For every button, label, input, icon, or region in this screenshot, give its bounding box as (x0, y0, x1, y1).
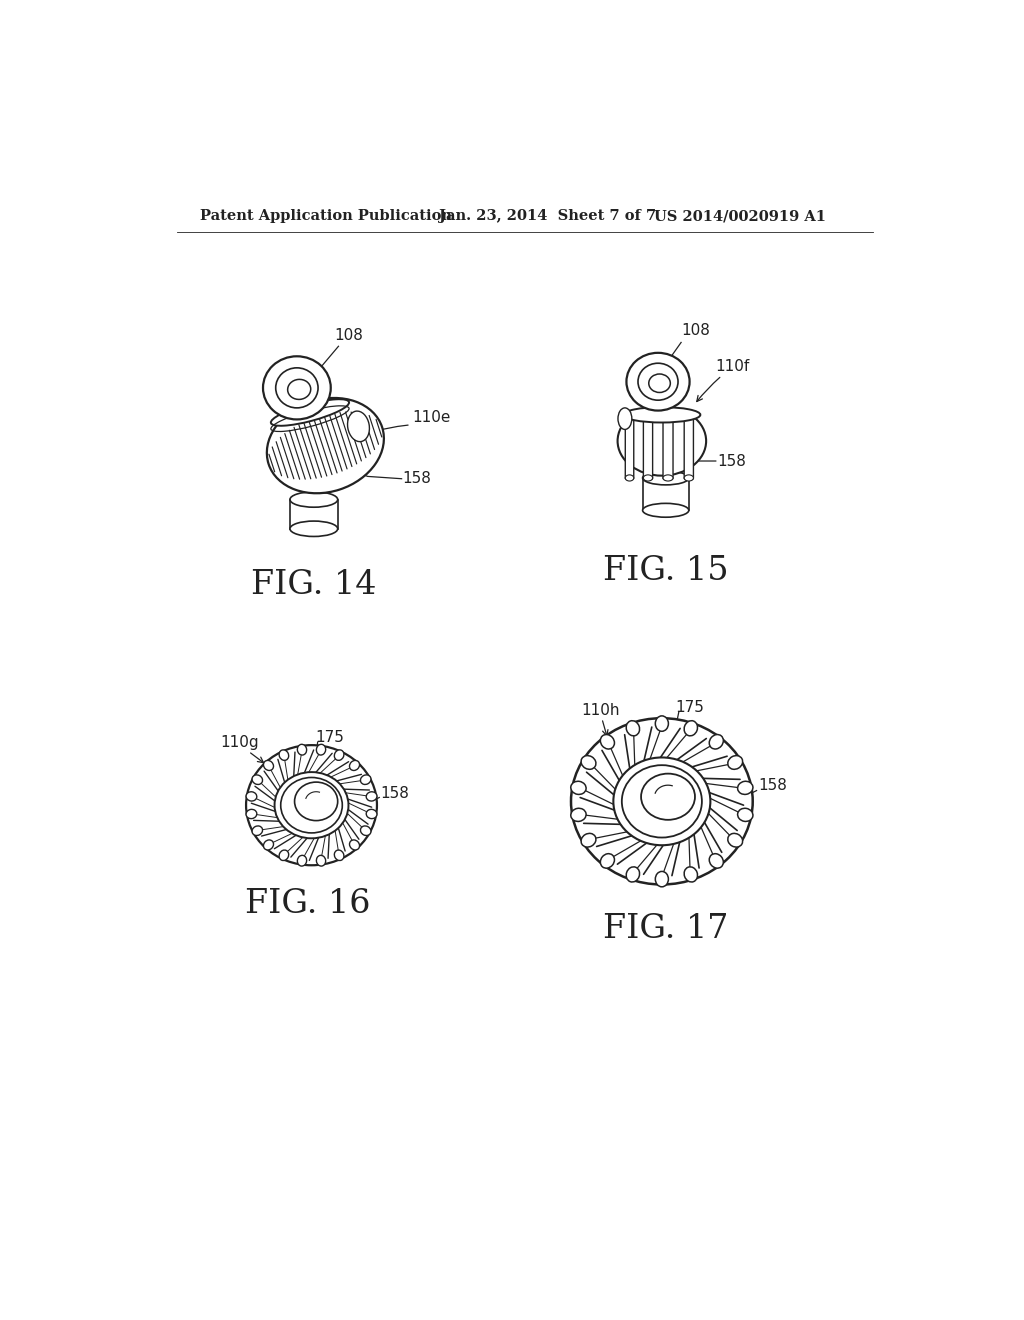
Ellipse shape (643, 475, 652, 480)
Ellipse shape (347, 411, 370, 442)
Text: 158: 158 (758, 779, 787, 793)
Text: US 2014/0020919 A1: US 2014/0020919 A1 (654, 209, 826, 223)
Ellipse shape (297, 744, 306, 755)
Ellipse shape (267, 397, 384, 494)
Ellipse shape (643, 503, 689, 517)
Ellipse shape (641, 774, 695, 820)
Ellipse shape (295, 781, 338, 821)
Ellipse shape (663, 475, 673, 480)
Ellipse shape (280, 850, 289, 861)
FancyBboxPatch shape (643, 417, 652, 479)
Ellipse shape (246, 809, 257, 818)
Text: 158: 158 (402, 471, 431, 486)
Ellipse shape (622, 766, 701, 838)
Ellipse shape (581, 833, 596, 847)
Ellipse shape (367, 809, 377, 818)
Text: FIG. 14: FIG. 14 (251, 569, 377, 601)
Ellipse shape (252, 826, 262, 836)
Text: 158: 158 (717, 454, 746, 469)
Ellipse shape (581, 755, 596, 770)
FancyBboxPatch shape (663, 417, 673, 479)
Ellipse shape (360, 775, 371, 784)
Ellipse shape (728, 833, 742, 847)
Ellipse shape (624, 407, 700, 422)
Text: 175: 175 (315, 730, 344, 744)
Text: Patent Application Publication: Patent Application Publication (200, 209, 452, 223)
Ellipse shape (274, 772, 348, 838)
Text: 110h: 110h (581, 704, 620, 718)
Text: 110f: 110f (716, 359, 750, 374)
Ellipse shape (280, 750, 289, 760)
Ellipse shape (710, 854, 723, 869)
Ellipse shape (349, 760, 359, 771)
Ellipse shape (613, 758, 711, 845)
Ellipse shape (737, 808, 753, 821)
Ellipse shape (281, 777, 342, 833)
Ellipse shape (684, 475, 693, 480)
Text: 175: 175 (676, 700, 705, 715)
Ellipse shape (617, 407, 707, 475)
Ellipse shape (626, 475, 634, 480)
Text: FIG. 15: FIG. 15 (603, 554, 728, 587)
Ellipse shape (570, 808, 586, 821)
Ellipse shape (655, 715, 669, 731)
Ellipse shape (643, 471, 689, 484)
Ellipse shape (316, 744, 326, 755)
Text: 158: 158 (381, 787, 410, 801)
Ellipse shape (275, 368, 318, 408)
Ellipse shape (252, 775, 262, 784)
Ellipse shape (571, 718, 753, 884)
Text: FIG. 17: FIG. 17 (603, 913, 728, 945)
Ellipse shape (638, 363, 678, 400)
Ellipse shape (600, 734, 614, 748)
Ellipse shape (684, 721, 697, 735)
Ellipse shape (263, 840, 273, 850)
Ellipse shape (570, 781, 586, 795)
Ellipse shape (600, 854, 614, 869)
Text: FIG. 16: FIG. 16 (245, 888, 371, 920)
Ellipse shape (728, 755, 742, 770)
Text: 108: 108 (334, 329, 362, 343)
Text: 110g: 110g (220, 734, 259, 750)
Ellipse shape (335, 750, 344, 760)
Ellipse shape (263, 356, 331, 420)
Ellipse shape (246, 792, 257, 801)
Ellipse shape (290, 521, 338, 536)
Ellipse shape (335, 850, 344, 861)
Ellipse shape (655, 871, 669, 887)
Ellipse shape (627, 352, 689, 411)
Text: 108: 108 (681, 323, 710, 338)
Ellipse shape (290, 492, 338, 507)
Text: Jan. 23, 2014  Sheet 7 of 7: Jan. 23, 2014 Sheet 7 of 7 (438, 209, 655, 223)
Ellipse shape (316, 855, 326, 866)
Ellipse shape (360, 826, 371, 836)
Ellipse shape (710, 734, 723, 748)
Ellipse shape (349, 840, 359, 850)
Ellipse shape (617, 408, 632, 429)
Ellipse shape (684, 867, 697, 882)
Text: 110e: 110e (413, 409, 451, 425)
FancyBboxPatch shape (684, 417, 693, 479)
Ellipse shape (737, 781, 753, 795)
Ellipse shape (367, 792, 377, 801)
Ellipse shape (263, 760, 273, 771)
Ellipse shape (271, 399, 349, 426)
Ellipse shape (627, 721, 640, 735)
Ellipse shape (246, 744, 377, 866)
Ellipse shape (627, 867, 640, 882)
Ellipse shape (297, 855, 306, 866)
FancyBboxPatch shape (626, 417, 634, 479)
